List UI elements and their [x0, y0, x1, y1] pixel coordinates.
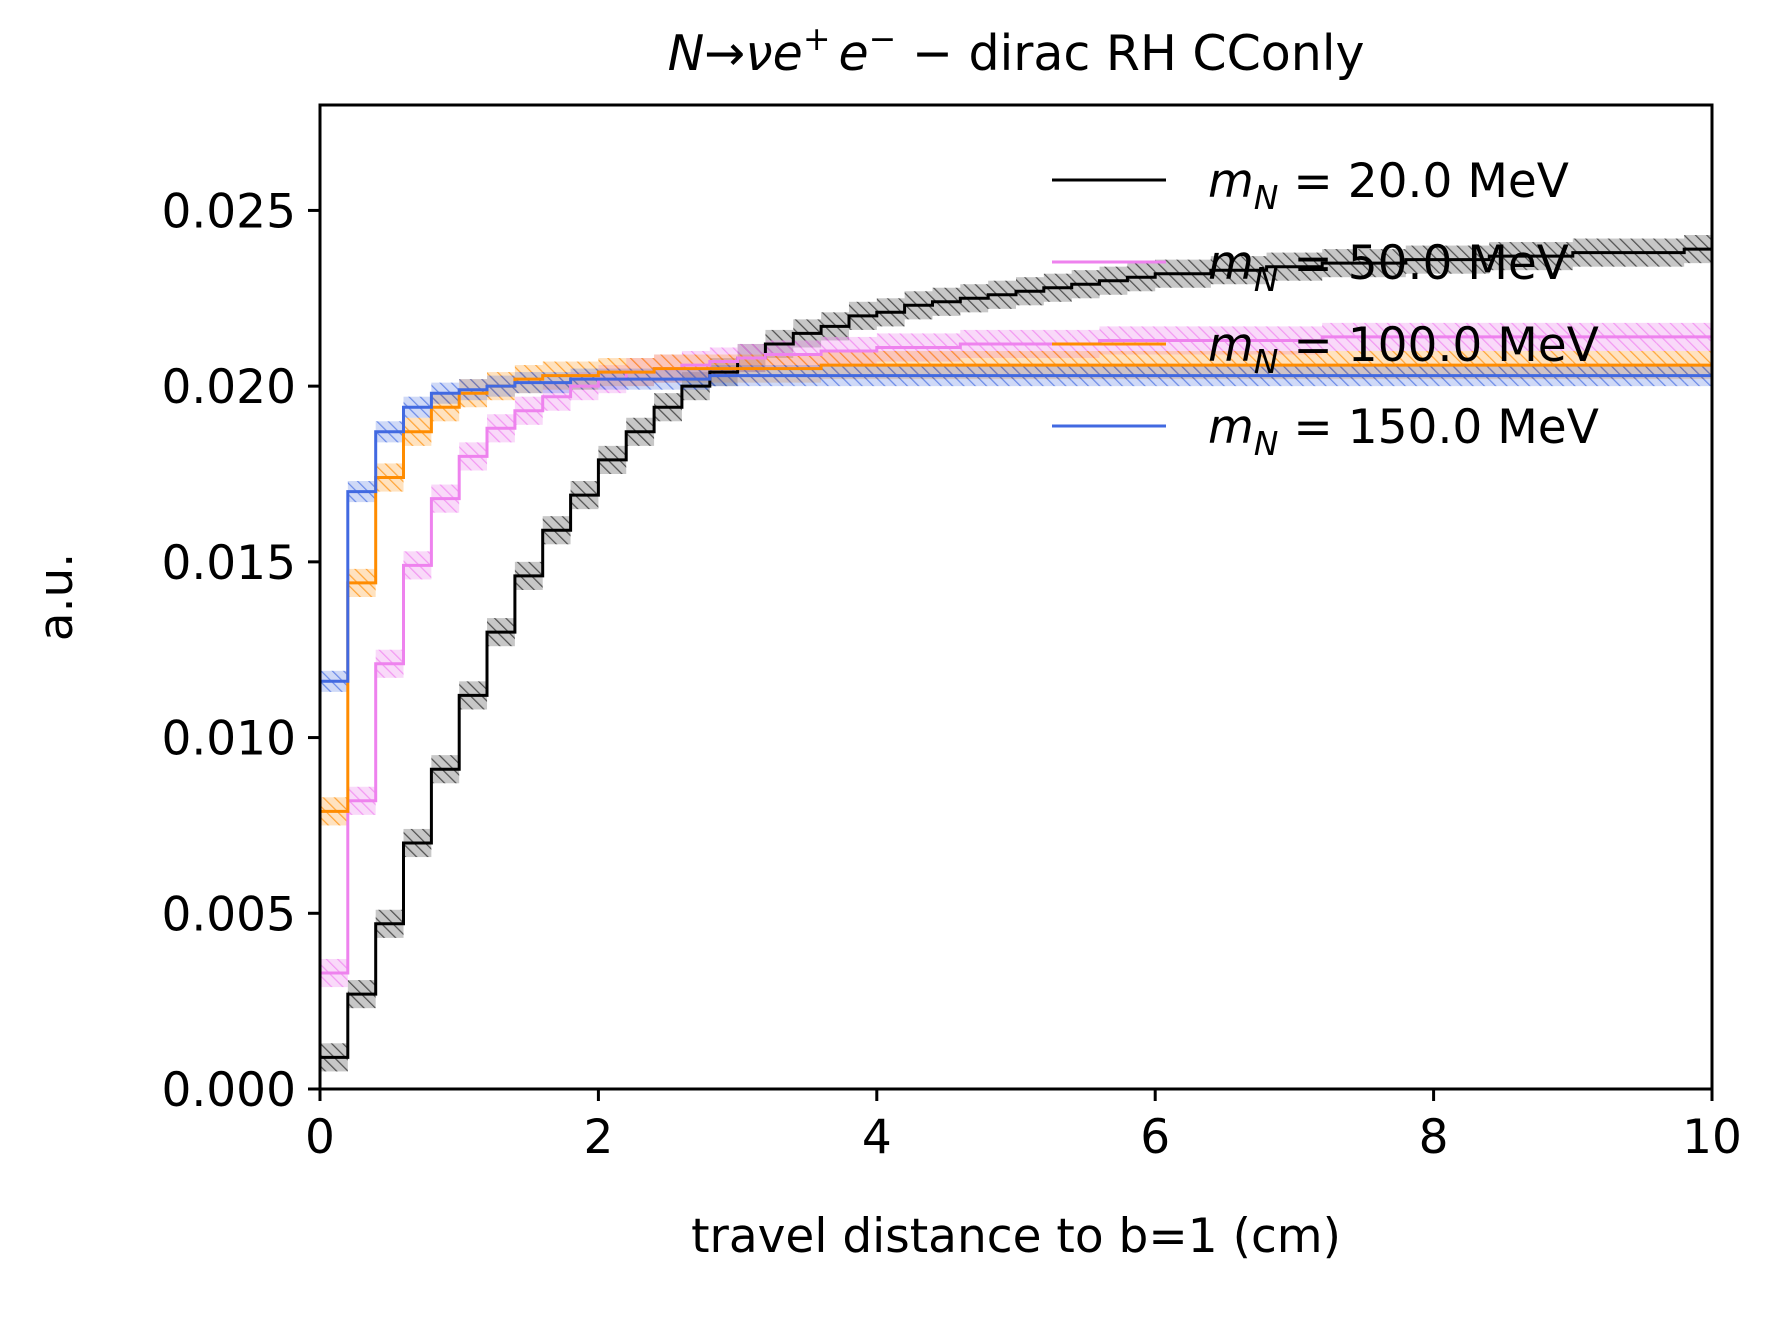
x-tick-label: 0	[305, 1110, 335, 1165]
chart-title: N→νe+ e− − dirac RH CConly	[668, 19, 1365, 82]
title-e2: e	[838, 25, 868, 82]
legend-m: m	[1208, 318, 1254, 373]
legend-m: m	[1208, 154, 1254, 209]
legend-item-3: mN = 150.0 MeV	[1052, 400, 1599, 463]
series-line-1	[320, 335, 1712, 975]
plot-frame	[318, 103, 1714, 1091]
series-line-3	[320, 374, 1712, 683]
x-tick-label: 6	[1140, 1110, 1170, 1165]
legend-m: m	[1208, 236, 1254, 291]
legend-label: mN = 100.0 MeV	[1208, 318, 1599, 381]
legend-m: m	[1208, 400, 1254, 455]
title-rest: − dirac RH CConly	[896, 25, 1364, 82]
y-tick-label: 0.010	[161, 712, 296, 767]
legend-sub: N	[1254, 178, 1279, 217]
y-tick-label: 0.005	[161, 887, 296, 942]
title-arrow: →	[704, 25, 745, 82]
x-tick-label: 10	[1682, 1110, 1742, 1165]
legend-text: = 50.0 MeV	[1278, 236, 1568, 291]
legend-text: = 150.0 MeV	[1278, 400, 1598, 455]
title-e1: e	[773, 25, 803, 82]
title-nu: ν	[745, 25, 772, 82]
x-axis-label: travel distance to b=1 (cm)	[691, 1209, 1341, 1264]
y-tick-label: 0.020	[161, 360, 296, 415]
legend-label: mN = 50.0 MeV	[1208, 236, 1569, 299]
title-N: N	[668, 25, 705, 82]
series-lines	[320, 247, 1712, 1059]
y-axis: 0.000 0.005 0.010 0.015 0.020 0.025	[161, 184, 320, 1118]
legend-text: = 100.0 MeV	[1278, 318, 1598, 373]
x-tick-label: 4	[862, 1110, 892, 1165]
legend-sub: N	[1254, 424, 1279, 463]
legend-text: = 20.0 MeV	[1278, 154, 1568, 209]
legend-item-2: mN = 100.0 MeV	[1052, 318, 1599, 381]
y-tick-label: 0.015	[161, 536, 296, 591]
legend-label: mN = 20.0 MeV	[1208, 154, 1569, 217]
x-tick-label: 8	[1419, 1110, 1449, 1165]
x-tick-label: 2	[583, 1110, 613, 1165]
y-tick-label: 0.025	[161, 184, 296, 239]
series-line-0	[320, 247, 1712, 1059]
legend-item-0: mN = 20.0 MeV	[1052, 154, 1569, 217]
legend-label: mN = 150.0 MeV	[1208, 400, 1599, 463]
x-axis: 0 2 4 6 8 10	[305, 1089, 1742, 1165]
title-plus: +	[803, 19, 831, 58]
legend-sub: N	[1254, 260, 1279, 299]
y-tick-label: 0.000	[161, 1063, 296, 1118]
legend-item-1: mN = 50.0 MeV	[1052, 236, 1569, 299]
legend-sub: N	[1254, 342, 1279, 381]
title-minus: −	[869, 19, 897, 58]
series-line-2	[320, 363, 1712, 813]
y-axis-label: a.u.	[29, 553, 84, 641]
